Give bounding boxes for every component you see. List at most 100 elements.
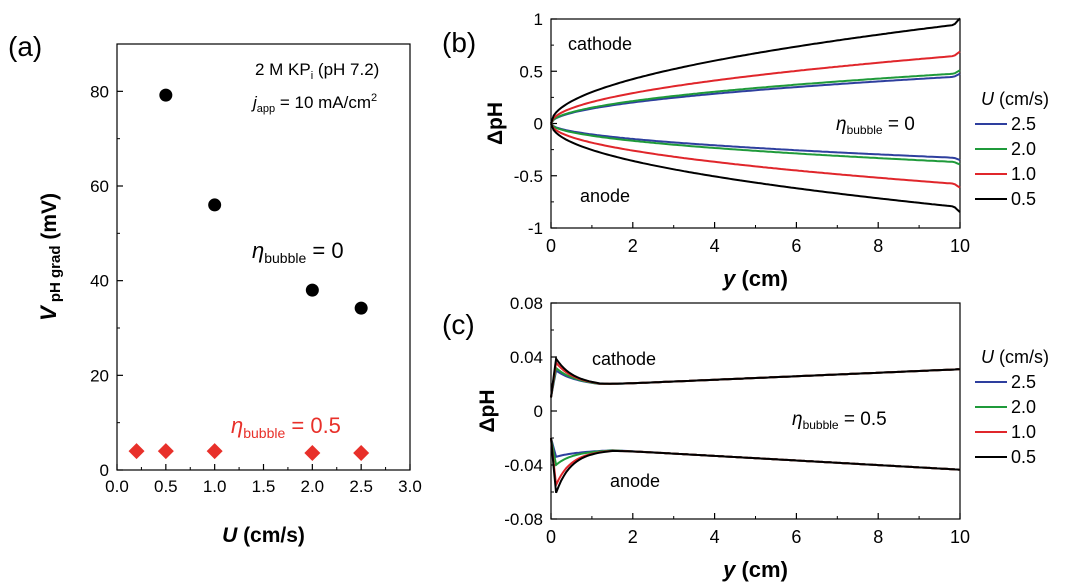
- x-tick-label-a-1: 0.5: [154, 477, 178, 496]
- y-tick-label-b-1: -0.5: [514, 167, 543, 186]
- x-tick-label-b-2: 4: [710, 236, 720, 256]
- panel-label-a: (a): [8, 31, 42, 62]
- series-line-c-top-0.5: [550, 356, 961, 398]
- eta-label-c-part-2: = 0.5: [839, 409, 887, 430]
- x-axis-label-a-part-0: U: [222, 524, 238, 547]
- x-axis-label-a-part-1: (cm/s): [237, 524, 305, 547]
- legend-entry-b-0: 2.5: [1011, 114, 1036, 134]
- series-line-b-bottom-2.5: [550, 122, 961, 162]
- y-axis-label-a-part-0: V: [36, 304, 61, 321]
- annotation-current-part-2: = 10 mA/cm: [275, 93, 371, 112]
- y-tick-label-a-3: 60: [90, 177, 109, 196]
- x-axis-label-c-part-1: (cm): [735, 557, 788, 582]
- annotation-electrolyte-part-2: (pH 7.2): [313, 60, 379, 79]
- y-axis-label-a-part-2: (mV): [38, 193, 61, 246]
- data-point-a-s0-3: [354, 301, 368, 315]
- legend-title-b: U (cm/s): [981, 89, 1049, 109]
- y-tick-label-c-0: -0.08: [504, 510, 543, 529]
- series-line-b-bottom-2.0: [550, 122, 961, 166]
- series-line-b-top-2.5: [550, 72, 961, 125]
- x-tick-label-a-2: 1.0: [203, 477, 227, 496]
- series-line-b-top-0.5: [550, 17, 961, 124]
- series-line-b-bottom-1.0: [550, 123, 961, 189]
- annotation-current-part-0: j: [251, 93, 258, 112]
- x-tick-label-b-1: 2: [628, 236, 638, 256]
- data-point-a-s0-1: [208, 198, 222, 212]
- series-line-c-bottom-2.0: [550, 437, 961, 471]
- y-tick-label-c-2: 0: [534, 402, 543, 421]
- series-label-eta05: ηbubble = 0.5: [231, 413, 341, 441]
- series-label-eta0-part-2: = 0: [306, 238, 343, 263]
- data-point-a-s1-0: [128, 443, 145, 460]
- data-point-a-s1-4: [353, 444, 370, 461]
- y-axis-label-a-part-1: pH grad: [47, 245, 64, 306]
- y-axis-label-b: ΔpH: [484, 102, 507, 145]
- panel-c: (c) 0 2 4 6 8 10 -0.08 -0.04 0 0.04 0.08 y (cm) ΔpH ca…: [442, 294, 1049, 582]
- label-cathode-c: cathode: [592, 349, 656, 369]
- y-tick-label-a-1: 20: [90, 366, 109, 385]
- annotation-current: japp = 10 mA/cm2: [251, 92, 377, 115]
- legend-entry-c-0: 2.5: [1011, 372, 1036, 392]
- data-point-a-s1-1: [157, 443, 174, 460]
- eta-label-b: ηbubble = 0: [836, 114, 915, 137]
- x-tick-label-b-0: 0: [546, 236, 556, 256]
- series-line-c-bottom-0.5: [550, 437, 961, 494]
- x-axis-label-b-part-1: (cm): [735, 266, 788, 291]
- x-axis-label-c: y (cm): [722, 557, 788, 582]
- legend-title-c: U (cm/s): [981, 347, 1049, 367]
- series-line-b-bottom-0.5: [550, 123, 961, 213]
- eta-label-b-part-2: = 0: [883, 114, 915, 135]
- legend-entry-b-3: 0.5: [1011, 189, 1036, 209]
- x-tick-label-a-3: 1.5: [252, 477, 276, 496]
- x-axis-label-c-part-0: y: [722, 557, 737, 582]
- label-anode-c: anode: [610, 471, 660, 491]
- y-tick-label-a-2: 40: [90, 272, 109, 291]
- series-label-eta05-part-2: = 0.5: [285, 413, 341, 438]
- y-tick-label-a-4: 80: [90, 82, 109, 101]
- data-point-a-s1-3: [304, 444, 321, 461]
- panel-a: (a) 0.0 0.5 1.0 1.5 2.0 2.5 3.0 0 20 40 60 80 U (cm/s…: [8, 31, 422, 547]
- x-tick-label-c-4: 8: [873, 527, 883, 547]
- series-line-c-bottom-2.5: [550, 437, 961, 471]
- annotation-electrolyte: 2 M KPi (pH 7.2): [255, 60, 379, 82]
- legend-title-c-part-0: U: [981, 347, 995, 367]
- series-line-b-top-1.0: [550, 50, 961, 124]
- x-tick-label-c-1: 2: [628, 527, 638, 547]
- eta-label-c-part-1: bubble: [803, 418, 839, 432]
- y-tick-label-b-4: 1: [534, 10, 543, 29]
- annotation-current-part-1: app: [257, 103, 275, 115]
- x-tick-label-b-5: 10: [950, 236, 970, 256]
- data-point-a-s1-2: [206, 443, 223, 460]
- y-tick-label-a-0: 0: [100, 461, 109, 480]
- series-label-eta0: ηbubble = 0: [252, 238, 344, 266]
- annotation-current-part-3: 2: [371, 92, 377, 104]
- legend-entry-c-2: 1.0: [1011, 422, 1036, 442]
- x-axis-label-a: U (cm/s): [222, 524, 305, 547]
- x-axis-label-b-part-0: y: [722, 266, 737, 291]
- x-tick-label-a-0: 0.0: [105, 477, 129, 496]
- x-axis-label-b: y (cm): [722, 266, 788, 291]
- x-tick-label-b-4: 8: [873, 236, 883, 256]
- x-tick-label-b-3: 6: [791, 236, 801, 256]
- x-tick-label-c-5: 10: [950, 527, 970, 547]
- series-label-eta05-part-1: bubble: [243, 425, 285, 441]
- x-tick-label-c-0: 0: [546, 527, 556, 547]
- panel-label-c: (c): [442, 309, 475, 340]
- series-label-eta0-part-1: bubble: [264, 250, 306, 266]
- y-tick-label-b-2: 0: [534, 115, 543, 134]
- series-label-eta05-part-0: η: [231, 413, 243, 438]
- y-tick-label-c-4: 0.08: [510, 294, 543, 313]
- annotation-electrolyte-part-1: i: [311, 70, 313, 82]
- data-point-a-s0-0: [159, 88, 173, 102]
- annotation-electrolyte-part-0: 2 M KP: [255, 60, 311, 79]
- y-tick-label-c-1: -0.04: [504, 456, 543, 475]
- y-tick-label-c-3: 0.04: [510, 348, 543, 367]
- legend-title-c-part-1: (cm/s): [994, 347, 1049, 367]
- eta-label-b-part-0: η: [836, 114, 847, 135]
- legend-entry-b-2: 1.0: [1011, 164, 1036, 184]
- legend-entry-c-3: 0.5: [1011, 447, 1036, 467]
- series-label-eta0-part-0: η: [252, 238, 264, 263]
- legend-title-b-part-0: U: [981, 89, 995, 109]
- x-tick-label-a-6: 3.0: [398, 477, 422, 496]
